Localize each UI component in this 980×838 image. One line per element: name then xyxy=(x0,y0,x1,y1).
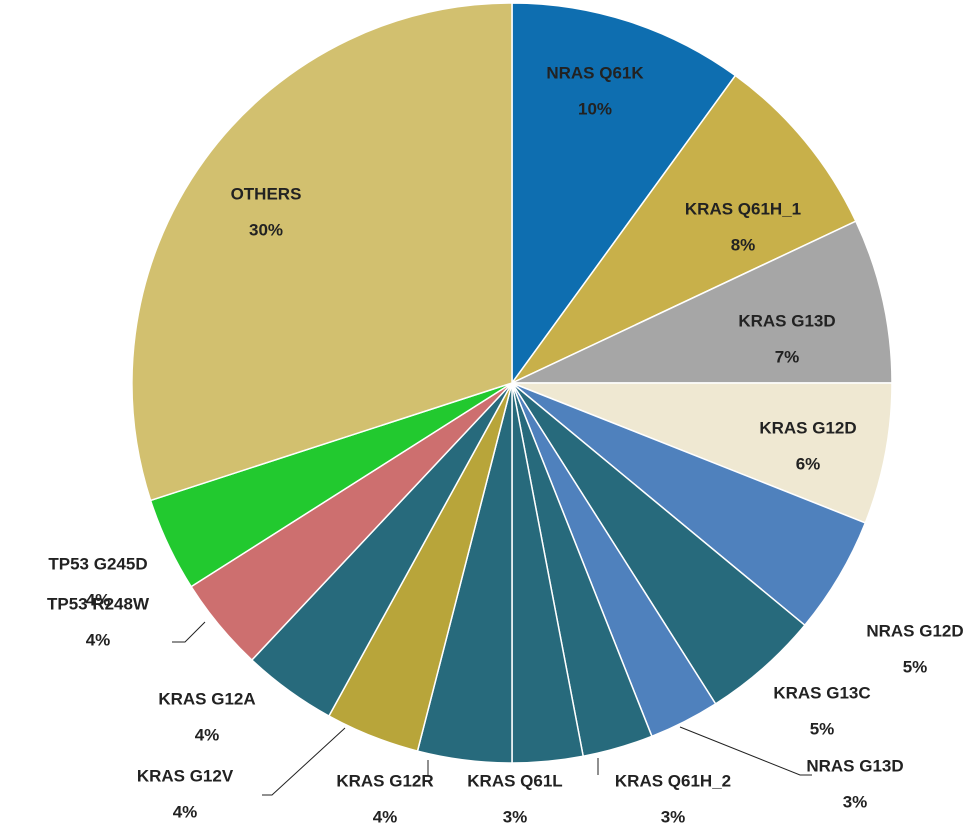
pie-slice xyxy=(511,382,893,524)
slice-label: KRAS G13C xyxy=(773,683,870,702)
slice-value-label: 4% xyxy=(195,725,220,744)
slice-value-label: 30% xyxy=(249,220,283,239)
slice-label: KRAS G12A xyxy=(158,689,255,708)
slice-label: KRAS Q61H_2 xyxy=(615,771,731,790)
slice-value-label: 4% xyxy=(173,802,198,821)
leader-line xyxy=(262,727,346,796)
leader-line xyxy=(679,726,812,776)
slice-label: KRAS Q61H_1 xyxy=(685,199,801,218)
slice-label: KRAS G12R xyxy=(336,771,433,790)
slice-label: TP53 G245D xyxy=(48,554,147,573)
slice-value-label: 3% xyxy=(661,807,686,826)
slice-value-label: 10% xyxy=(578,99,612,118)
slice-label: NRAS G12D xyxy=(866,621,963,640)
slice-value-label: 8% xyxy=(731,235,756,254)
leader-line xyxy=(172,621,206,643)
pie-slice xyxy=(511,74,857,384)
slice-label: NRAS G13D xyxy=(806,756,903,775)
slice-label: TP53 R248W xyxy=(47,594,150,613)
slice-value-label: 4% xyxy=(86,590,111,609)
slice-label: KRAS G12D xyxy=(759,418,856,437)
slice-value-label: 5% xyxy=(810,719,835,738)
slice-label: KRAS G13D xyxy=(738,311,835,330)
pie-slice xyxy=(511,2,737,386)
slice-value-label: 3% xyxy=(503,807,528,826)
slice-label: NRAS Q61K xyxy=(546,63,644,82)
slice-label: KRAS Q61L xyxy=(467,771,562,790)
slice-value-label: 7% xyxy=(775,347,800,366)
pie-slice xyxy=(511,220,893,384)
slice-value-label: 6% xyxy=(796,454,821,473)
slice-label: KRAS G12V xyxy=(137,766,234,785)
slice-value-label: 5% xyxy=(903,657,928,676)
pie-slice xyxy=(131,2,513,502)
slice-value-label: 4% xyxy=(86,630,111,649)
slice-value-label: 3% xyxy=(843,792,868,811)
slice-value-label: 4% xyxy=(373,807,398,826)
slice-label: OTHERS xyxy=(231,184,302,203)
